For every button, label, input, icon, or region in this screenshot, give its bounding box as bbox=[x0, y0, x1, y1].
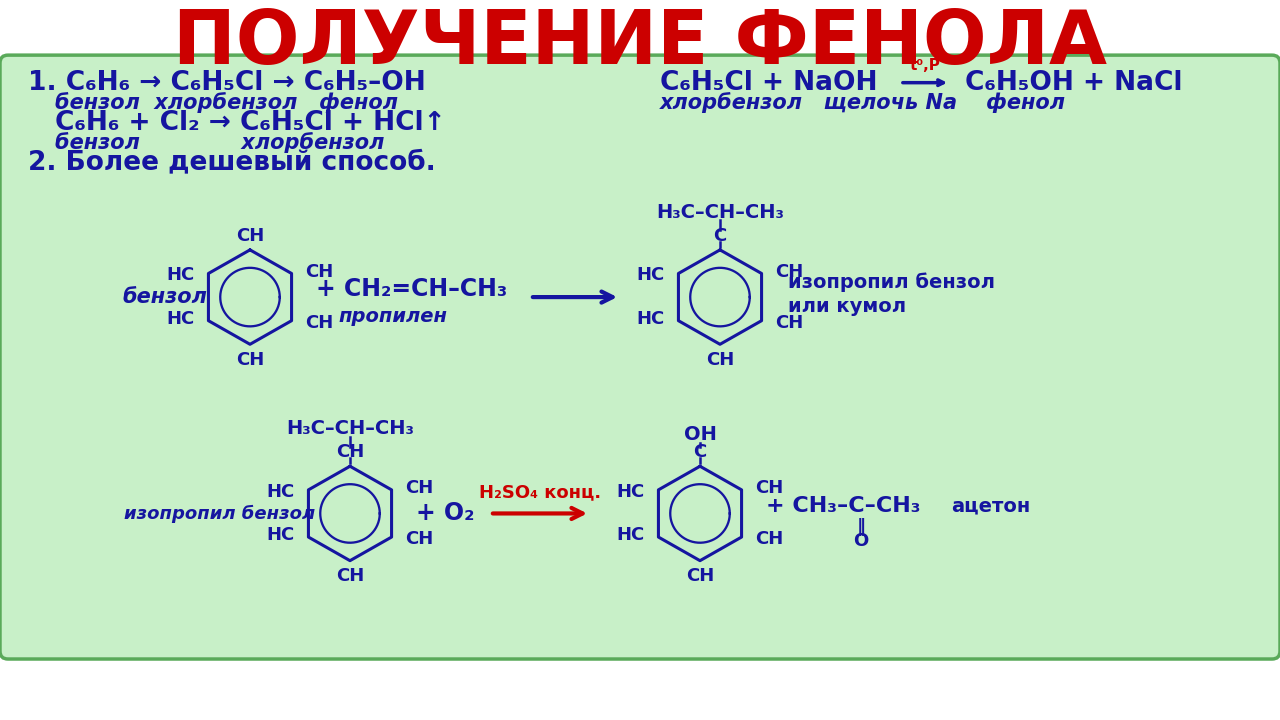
Text: C₆H₅Cl + NaOH: C₆H₅Cl + NaOH bbox=[660, 70, 878, 96]
Text: O: O bbox=[854, 532, 869, 550]
Text: C₆H₆ + Cl₂ → C₆H₅Cl + HCl↑: C₆H₆ + Cl₂ → C₆H₅Cl + HCl↑ bbox=[55, 110, 445, 136]
Text: CH: CH bbox=[776, 314, 804, 332]
Text: H₃C–CH–CH₃: H₃C–CH–CH₃ bbox=[285, 419, 413, 438]
Text: CH: CH bbox=[406, 479, 434, 497]
Text: + O₂: + O₂ bbox=[416, 501, 475, 526]
Text: 1. C₆H₆ → C₆H₅Cl → C₆H₅–OH: 1. C₆H₆ → C₆H₅Cl → C₆H₅–OH bbox=[28, 70, 426, 96]
Text: C: C bbox=[694, 444, 707, 462]
Text: CH: CH bbox=[335, 444, 364, 462]
Text: изопропил бензол: изопропил бензол bbox=[124, 505, 316, 523]
Text: OH: OH bbox=[684, 426, 717, 444]
Text: ацетон: ацетон bbox=[951, 496, 1030, 515]
Text: CH: CH bbox=[686, 567, 714, 585]
Text: CH: CH bbox=[755, 530, 783, 548]
Text: CH: CH bbox=[236, 227, 264, 245]
Text: H₃C–CH–CH₃: H₃C–CH–CH₃ bbox=[657, 203, 783, 222]
Text: HC: HC bbox=[636, 266, 664, 284]
Text: HC: HC bbox=[636, 310, 664, 328]
Text: изопропил бензол: изопропил бензол bbox=[788, 273, 995, 292]
Text: хлорбензол   щелочь Na    фенол: хлорбензол щелочь Na фенол bbox=[660, 92, 1066, 113]
Text: 2. Более дешевый способ.: 2. Более дешевый способ. bbox=[28, 149, 435, 176]
Text: HC: HC bbox=[266, 526, 294, 544]
Text: ПОЛУЧЕНИЕ ФЕНОЛА: ПОЛУЧЕНИЕ ФЕНОЛА bbox=[173, 6, 1107, 80]
Text: CH: CH bbox=[335, 567, 364, 585]
Text: CH: CH bbox=[306, 263, 334, 281]
Text: HC: HC bbox=[616, 526, 644, 544]
Text: CH: CH bbox=[236, 351, 264, 369]
Text: HC: HC bbox=[166, 310, 195, 328]
Text: CH: CH bbox=[705, 351, 735, 369]
Text: бензол  хлорбензол   фенол: бензол хлорбензол фенол bbox=[55, 92, 398, 113]
Text: CH: CH bbox=[755, 479, 783, 497]
FancyBboxPatch shape bbox=[0, 55, 1280, 659]
Text: C: C bbox=[713, 227, 727, 245]
Text: CH: CH bbox=[776, 263, 804, 281]
Text: + CH₃–C–CH₃: + CH₃–C–CH₃ bbox=[765, 495, 920, 516]
Text: или кумол: или кумол bbox=[788, 297, 906, 316]
Text: HC: HC bbox=[616, 483, 644, 501]
Text: t⁰,P: t⁰,P bbox=[910, 58, 941, 73]
Text: C₆H₅OH + NaCl: C₆H₅OH + NaCl bbox=[965, 70, 1183, 96]
Text: HC: HC bbox=[166, 266, 195, 284]
Text: HC: HC bbox=[266, 483, 294, 501]
Text: CH: CH bbox=[406, 530, 434, 548]
Text: бензол: бензол bbox=[123, 287, 207, 307]
Text: ‖: ‖ bbox=[856, 518, 865, 536]
Text: пропилен: пропилен bbox=[338, 307, 447, 326]
Text: бензол              хлорбензол: бензол хлорбензол bbox=[55, 132, 384, 153]
Text: CH: CH bbox=[306, 314, 334, 332]
Text: H₂SO₄ конц.: H₂SO₄ конц. bbox=[479, 484, 602, 502]
Text: + CH₂=CH–CH₃: + CH₂=CH–CH₃ bbox=[316, 277, 507, 301]
